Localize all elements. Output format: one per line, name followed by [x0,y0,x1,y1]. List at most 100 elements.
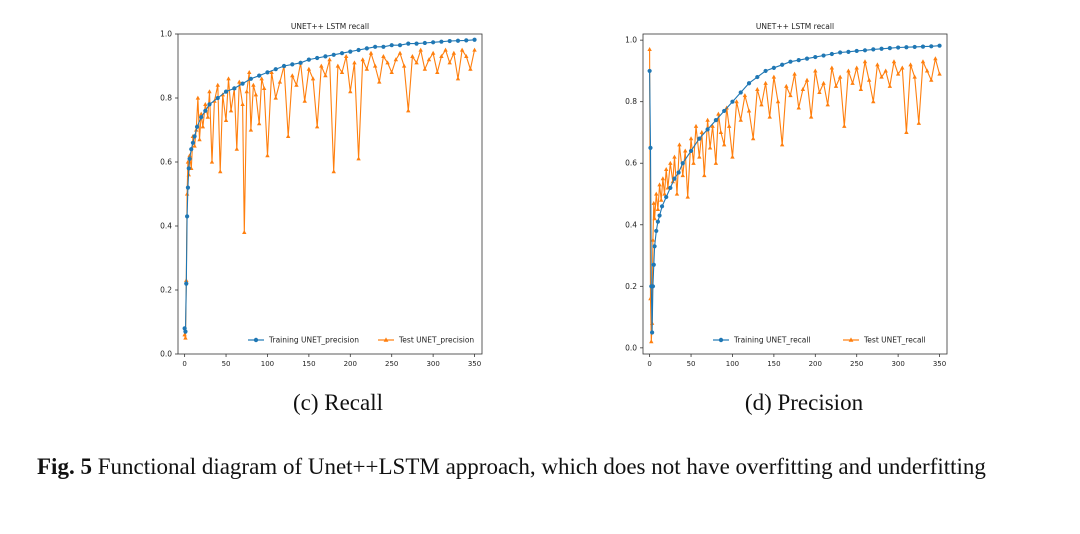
x-tick-label: 300 [891,360,904,368]
data-point [780,62,785,67]
data-point [372,63,378,68]
data-point [674,191,680,196]
data-point [937,43,942,48]
data-point [854,65,859,70]
data-point [397,43,403,48]
data-point [887,83,893,88]
data-point [779,142,785,147]
data-point [290,73,295,78]
data-point [335,63,341,68]
data-point [792,71,797,76]
data-point [804,77,810,82]
figure-caption: Fig. 5 Functional diagram of Unet++LSTM … [37,450,1053,483]
data-point [418,47,423,52]
data-point [750,136,756,141]
data-point [422,40,427,46]
data-point [726,123,732,128]
data-point [315,55,320,61]
data-point [327,57,332,62]
data-point [339,70,345,74]
data-point [200,124,206,129]
data-point [655,219,661,224]
data-point [185,185,191,190]
legend-marker [253,337,259,343]
y-tick-label: 0.8 [625,97,637,106]
data-point [825,102,830,107]
data-point [657,182,662,187]
plot-frame [177,33,483,355]
data-point [183,329,188,334]
data-point [713,160,719,165]
plot-frame [642,33,948,355]
y-tick-label: 0.6 [160,158,172,167]
data-point [290,62,295,67]
data-point [253,92,259,97]
data-point [189,147,194,152]
precision-chart: UNET++ LSTM recall 0 50 100 150 200 250 300 350 0… [625,22,948,368]
data-point [306,57,311,62]
data-point [846,49,851,54]
y-tick-label: 0.4 [625,220,637,229]
data-point [718,130,724,135]
legend-marker [383,337,389,342]
data-point [920,44,926,49]
data-point [435,70,440,74]
data-point [685,194,690,199]
data-point [716,111,721,116]
data-point [784,83,789,88]
data-point [842,123,847,128]
x-tick-label: 300 [426,360,439,368]
data-point [862,59,868,64]
series-line [184,39,475,332]
x-tick-label: 100 [726,360,739,368]
data-point [248,127,254,132]
data-point [187,153,192,158]
chart-title: UNET++ LSTM recall [291,22,369,31]
data-point [215,82,220,87]
data-point [464,54,469,58]
data-point [190,140,196,145]
data-point [912,44,917,50]
data-point [205,114,211,119]
data-point [302,98,307,103]
y-tick-label: 1.0 [160,30,172,39]
data-point [385,60,390,65]
data-point [672,154,677,159]
data-point [273,67,278,72]
data-point [895,71,901,76]
data-point [705,127,710,132]
series-training [647,43,942,335]
data-point [829,51,834,57]
data-point [821,80,826,85]
data-point [817,90,822,95]
data-point [209,159,215,164]
data-point [426,57,432,62]
data-point [319,63,324,68]
data-point [356,156,361,161]
x-tick-label: 200 [344,360,357,368]
data-point [447,60,452,65]
data-point [829,65,835,70]
data-point [406,41,411,46]
data-point [314,124,320,129]
data-point [767,114,772,119]
data-point [422,66,428,71]
data-point [660,176,666,181]
data-point [871,47,876,52]
data-point [256,121,262,126]
data-point [722,108,727,114]
legend: Training UNET_precision Test UNET_precisi… [248,336,474,345]
data-point [655,206,661,211]
data-point [348,89,353,94]
data-point [680,161,685,166]
data-point [184,191,190,196]
data-point [294,82,299,87]
data-point [459,47,465,52]
data-point [763,80,768,85]
data-point [788,93,793,98]
data-point [759,102,764,107]
data-point [348,49,353,54]
data-point [900,65,905,70]
legend-label: Test UNET_precision [398,336,474,345]
y-tick-label: 0.0 [160,350,172,359]
